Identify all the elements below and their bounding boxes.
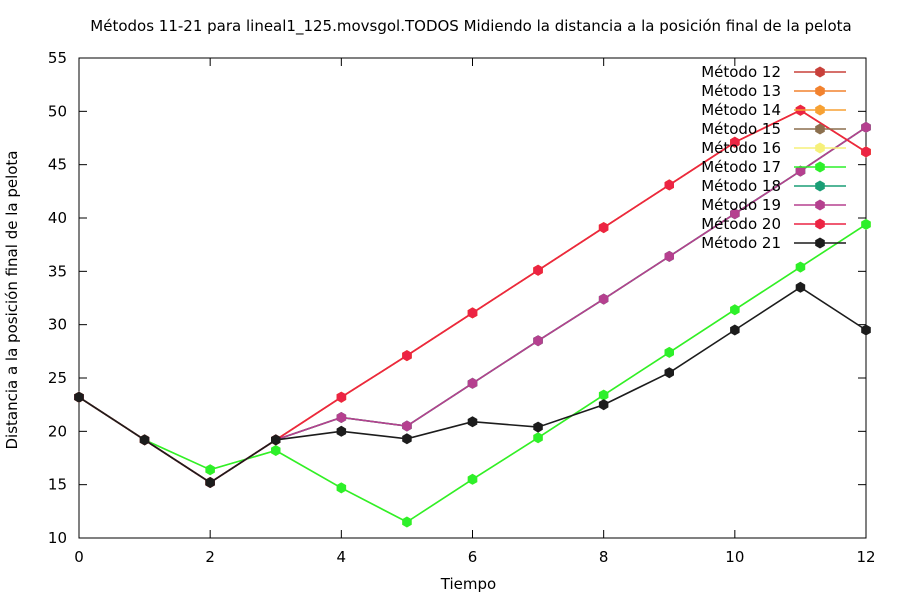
data-point bbox=[402, 420, 412, 432]
x-axis-label: Tiempo bbox=[440, 575, 497, 593]
data-point bbox=[533, 432, 543, 444]
data-point bbox=[598, 399, 609, 411]
data-point bbox=[664, 346, 674, 358]
data-point bbox=[74, 391, 84, 403]
data-point bbox=[533, 335, 543, 347]
y-tick-label: 30 bbox=[48, 316, 67, 334]
legend-label: Método 16 bbox=[701, 139, 781, 157]
data-point bbox=[795, 281, 806, 293]
data-point bbox=[467, 377, 478, 389]
series-m-todo-21 bbox=[74, 281, 871, 488]
data-point bbox=[336, 412, 347, 423]
legend-label: Método 14 bbox=[701, 101, 781, 119]
data-point bbox=[336, 391, 347, 403]
data-point bbox=[730, 208, 740, 220]
data-point bbox=[271, 445, 281, 456]
chart-title: Métodos 11-21 para lineal1_125.movsgol.T… bbox=[90, 17, 852, 35]
data-point bbox=[402, 433, 412, 445]
x-tick-label: 4 bbox=[337, 548, 347, 566]
data-point bbox=[861, 121, 871, 133]
data-point bbox=[861, 324, 871, 336]
y-tick-label: 40 bbox=[48, 209, 67, 227]
plot-area bbox=[74, 104, 871, 528]
legend-marker bbox=[815, 218, 825, 230]
data-point bbox=[861, 146, 871, 158]
legend-label: Método 20 bbox=[701, 215, 781, 233]
data-point bbox=[205, 464, 215, 476]
y-tick-label: 45 bbox=[48, 156, 67, 174]
data-point bbox=[467, 307, 478, 319]
legend-marker bbox=[815, 142, 825, 154]
data-point bbox=[336, 482, 347, 494]
data-point bbox=[467, 473, 478, 485]
y-tick-label: 20 bbox=[48, 422, 67, 440]
legend-label: Método 18 bbox=[701, 177, 781, 195]
legend-label: Método 15 bbox=[701, 120, 781, 138]
data-point bbox=[467, 416, 478, 428]
y-tick-label: 10 bbox=[48, 529, 67, 547]
data-point bbox=[795, 165, 806, 177]
legend-marker bbox=[815, 104, 825, 116]
legend-label: Método 12 bbox=[701, 63, 781, 81]
legend-marker bbox=[815, 123, 825, 135]
legend-label: Método 19 bbox=[701, 196, 781, 214]
series-m-todo-17 bbox=[74, 218, 871, 528]
data-point bbox=[861, 218, 871, 230]
legend-marker bbox=[815, 85, 825, 97]
data-point bbox=[139, 434, 150, 446]
legend-label: Método 13 bbox=[701, 82, 781, 100]
y-tick-label: 55 bbox=[48, 49, 67, 67]
legend-label: Método 17 bbox=[701, 158, 781, 176]
data-point bbox=[533, 421, 543, 433]
legend-marker bbox=[815, 237, 825, 249]
legend-marker bbox=[815, 161, 825, 173]
data-point bbox=[271, 434, 281, 446]
data-point bbox=[598, 222, 609, 234]
x-tick-label: 0 bbox=[74, 548, 84, 566]
data-point bbox=[730, 304, 740, 316]
data-point bbox=[664, 179, 674, 191]
y-tick-label: 50 bbox=[48, 102, 67, 120]
data-point bbox=[533, 264, 543, 276]
x-tick-label: 8 bbox=[599, 548, 609, 566]
x-tick-label: 10 bbox=[725, 548, 744, 566]
legend-marker bbox=[815, 66, 825, 78]
legend-marker bbox=[815, 199, 825, 211]
data-point bbox=[664, 367, 674, 379]
data-point bbox=[664, 250, 674, 262]
axes: 10 15 20 25 30 35 40 45 50 55 0 2 4 6 8 10 12 bbox=[48, 49, 876, 566]
data-point bbox=[795, 261, 806, 273]
x-tick-label: 12 bbox=[856, 548, 875, 566]
data-point bbox=[730, 324, 740, 336]
data-point bbox=[598, 389, 609, 401]
legend-marker bbox=[815, 180, 825, 192]
x-tick-label: 6 bbox=[468, 548, 478, 566]
y-tick-label: 15 bbox=[48, 476, 67, 494]
data-point bbox=[730, 136, 740, 148]
legend-label: Método 21 bbox=[701, 234, 781, 252]
data-point bbox=[598, 293, 609, 305]
data-point bbox=[205, 477, 215, 488]
data-point bbox=[402, 516, 412, 528]
data-point bbox=[402, 350, 412, 362]
data-point bbox=[336, 425, 347, 437]
x-tick-label: 2 bbox=[205, 548, 215, 566]
y-tick-label: 25 bbox=[48, 369, 67, 387]
y-tick-label: 35 bbox=[48, 262, 67, 280]
